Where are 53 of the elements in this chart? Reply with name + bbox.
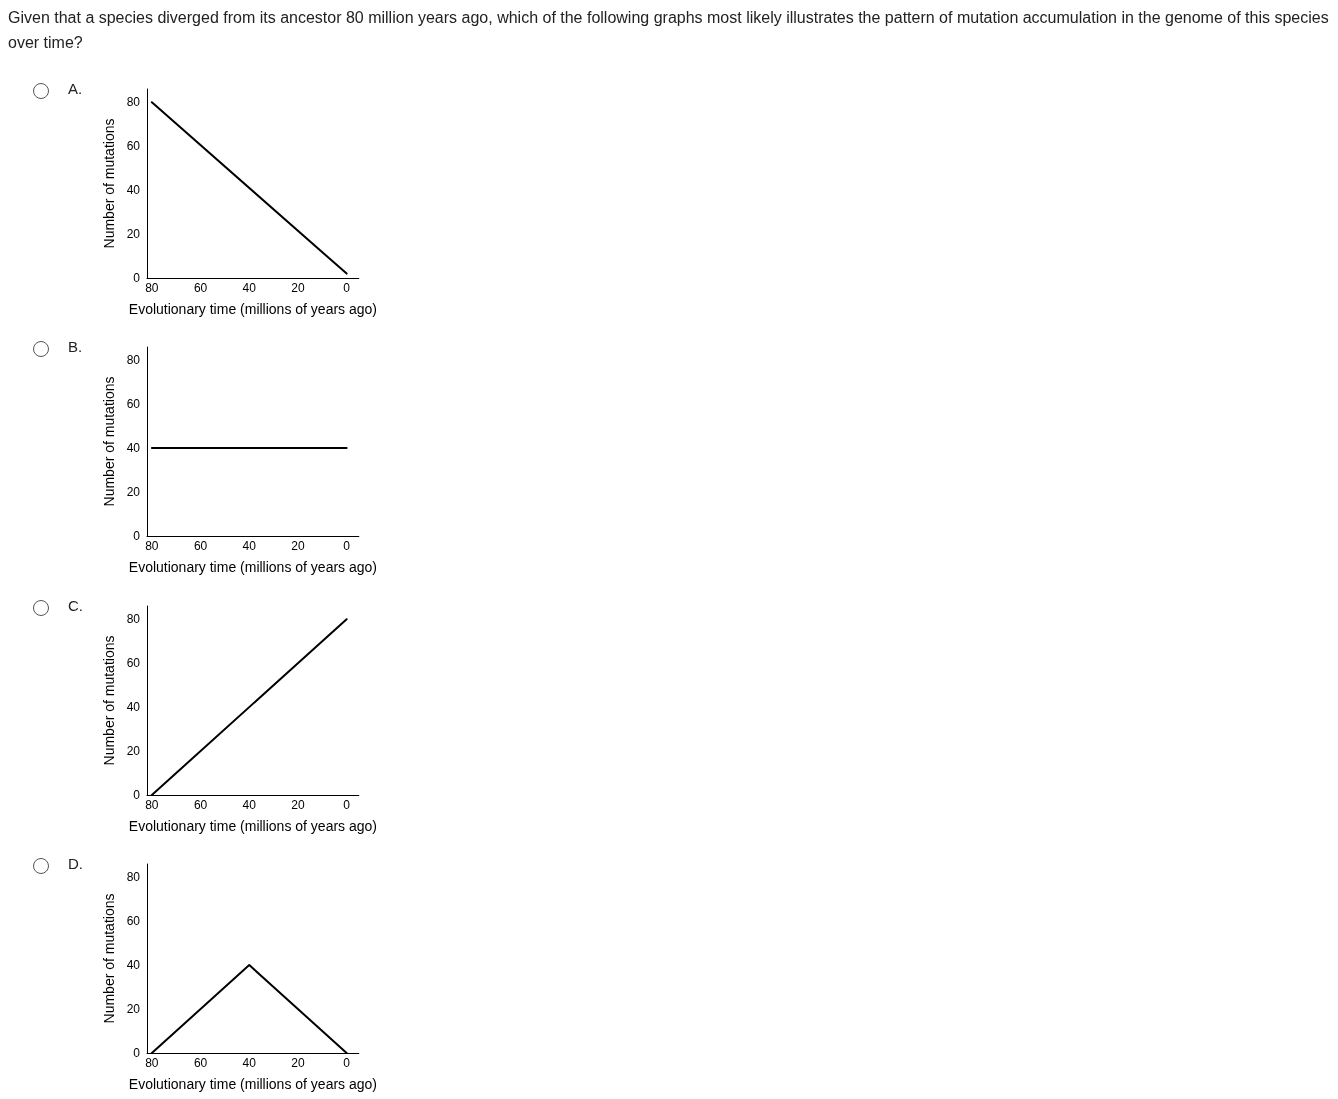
chart-title: C. bbox=[68, 596, 83, 614]
y-tick-label: 60 bbox=[126, 397, 141, 412]
x-axis-title: Evolutionary time (millions of years ago) bbox=[128, 1075, 378, 1092]
x-axis-title: Evolutionary time (millions of years ago) bbox=[128, 559, 378, 576]
x-axis-title: Evolutionary time (millions of years ago) bbox=[128, 817, 378, 834]
x-tick-label: 60 bbox=[193, 797, 208, 812]
y-tick-label: 40 bbox=[126, 183, 141, 198]
y-tick-label: 0 bbox=[133, 271, 141, 285]
y-axis-title: Number of mutations bbox=[100, 893, 117, 1024]
x-tick-label: 40 bbox=[242, 797, 257, 812]
x-tick-label: 80 bbox=[145, 797, 159, 812]
chart-title: D. bbox=[68, 854, 83, 872]
x-tick-label: 80 bbox=[145, 281, 159, 295]
x-tick-label: 60 bbox=[193, 1055, 208, 1070]
x-tick-label: 20 bbox=[291, 1055, 305, 1070]
x-tick-label: 80 bbox=[145, 539, 159, 554]
y-tick-label: 20 bbox=[126, 1001, 141, 1016]
x-tick-label: 20 bbox=[291, 281, 305, 295]
x-tick-label: 0 bbox=[343, 539, 351, 554]
y-tick-label: 40 bbox=[126, 441, 141, 456]
y-tick-label: 80 bbox=[126, 95, 141, 110]
y-tick-label: 40 bbox=[126, 699, 141, 714]
y-axis-title: Number of mutations bbox=[100, 118, 117, 249]
y-tick-label: 60 bbox=[126, 655, 141, 670]
x-tick-label: 40 bbox=[242, 1055, 257, 1070]
y-tick-label: 60 bbox=[126, 914, 141, 929]
y-tick-label: 80 bbox=[126, 353, 141, 368]
x-tick-label: 40 bbox=[242, 281, 257, 295]
x-tick-label: 20 bbox=[291, 797, 305, 812]
x-axis-title: Evolutionary time (millions of years ago) bbox=[128, 301, 378, 317]
y-axis-title: Number of mutations bbox=[100, 376, 117, 507]
chart-title: B. bbox=[68, 338, 83, 356]
y-tick-label: 0 bbox=[133, 1045, 141, 1060]
y-tick-label: 20 bbox=[126, 227, 141, 242]
chart-title: A. bbox=[68, 80, 83, 97]
y-tick-label: 40 bbox=[126, 957, 141, 972]
x-tick-label: 80 bbox=[145, 1055, 159, 1070]
y-tick-label: 20 bbox=[126, 743, 141, 758]
y-tick-label: 0 bbox=[133, 787, 141, 802]
x-tick-label: 0 bbox=[343, 797, 351, 812]
x-tick-label: 0 bbox=[343, 1055, 351, 1070]
y-tick-label: 80 bbox=[126, 611, 141, 626]
x-tick-label: 60 bbox=[193, 539, 208, 554]
text: Given that a species diverged from its ancestor 80 million years ago, which of the following graphs most likely illustrates the pattern of mutation accumulation in the genome of this species over time? bbox=[8, 9, 1329, 51]
y-tick-label: 60 bbox=[126, 139, 141, 154]
y-tick-label: 80 bbox=[126, 870, 141, 885]
x-tick-label: 20 bbox=[291, 539, 305, 554]
y-tick-label: 0 bbox=[133, 529, 141, 544]
x-tick-label: 60 bbox=[193, 281, 208, 295]
x-tick-label: 40 bbox=[242, 539, 257, 554]
y-axis-title: Number of mutations bbox=[100, 635, 117, 766]
y-tick-label: 20 bbox=[126, 485, 141, 500]
x-tick-label: 0 bbox=[343, 281, 351, 295]
